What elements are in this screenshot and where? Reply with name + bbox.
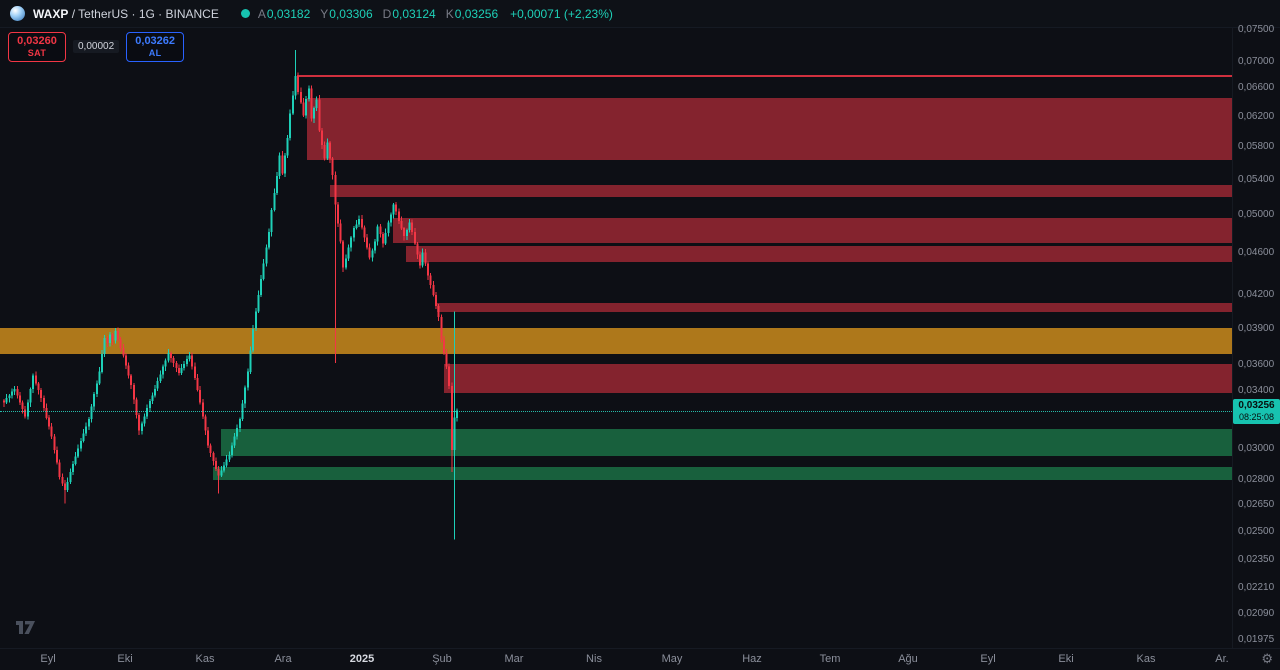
time-axis-label: Eyl [40,653,56,665]
price-axis-label: 0,02210 [1238,582,1275,594]
price-axis-label: 0,07000 [1238,55,1275,67]
ohlc-values: A 0,03182 Y 0,03306 D 0,03124 K 0,03256 +0,0… [258,7,613,21]
app-logo-icon[interactable] [10,6,25,21]
supply-zone[interactable] [393,217,1232,243]
tradingview-logo-icon[interactable] [14,618,40,636]
time-axis-label: Ar. [1215,653,1229,665]
price-axis-label: 0,05400 [1238,174,1275,186]
price-change: +0,00071 (+2,23%) [510,6,613,21]
chart-area[interactable]: 0,03260 SAT 0,00002 0,03262 AL [0,28,1232,648]
demand-zone[interactable] [213,467,1232,481]
time-axis-label: Nis [586,653,602,665]
price-axis-label: 0,03000 [1238,442,1275,454]
ohlc-low: D 0,03124 [382,6,436,21]
price-axis-label: 0,02090 [1238,607,1275,619]
settings-icon[interactable]: ⚙ [1261,651,1273,666]
time-axis-label: Ara [274,653,292,665]
buy-button[interactable]: 0,03262 AL [126,32,185,62]
supply-zone[interactable] [330,185,1232,198]
bar-countdown: 08:25:08 [1238,411,1275,422]
ohlc-close: K 0,03256 [445,6,499,21]
time-axis-label: Eki [1058,653,1074,665]
price-axis-label: 0,04200 [1238,288,1275,300]
ohlc-open: A 0,03182 [257,6,311,21]
symbol-name: WAXP [33,6,69,21]
price-axis[interactable]: 0,03256 08:25:08 0,07500 0,07000 0,06600 0,… [1232,24,1280,648]
price-axis-label: 0,03400 [1238,385,1275,397]
price-axis-label: 0,06200 [1238,110,1275,122]
price-axis-label: 0,07500 [1238,24,1275,35]
trade-panel: 0,03260 SAT 0,00002 0,03262 AL [8,32,185,62]
supply-zone[interactable] [437,302,1232,312]
last-price-value: 0,03256 [1238,400,1275,412]
time-axis-label: Kas [1136,653,1156,665]
price-axis-label: 0,03600 [1238,359,1275,371]
last-price-badge: 0,03256 08:25:08 [1233,399,1280,425]
time-axis[interactable]: ⚙ Eyl Eki Kas Ara 2025 Şub Mar Nis May Haz Tem Ağu E… [0,648,1280,670]
price-axis-label: 0,04600 [1238,247,1275,259]
supply-zone[interactable] [307,98,1232,161]
time-axis-label: 2025 [349,653,375,665]
spread-value: 0,00002 [73,40,120,54]
price-axis-label: 0,06600 [1238,82,1275,94]
time-axis-label: Kas [195,653,215,665]
chart-header: WAXP / TetherUS · 1G · BINANCE A 0,03182 … [0,0,1280,28]
time-axis-label: Mar [504,653,524,665]
demand-zone[interactable] [221,429,1232,457]
zones-layer [0,28,1232,648]
time-axis-label: May [661,653,683,665]
symbol-title[interactable]: WAXP / TetherUS · 1G · BINANCE [33,7,219,21]
golden-zone[interactable] [0,327,1232,355]
supply-zone[interactable] [444,364,1232,393]
price-axis-label: 0,02650 [1238,499,1275,511]
price-axis-label: 0,05000 [1238,209,1275,221]
time-axis-label: Şub [432,653,452,665]
supply-zone[interactable] [406,246,1232,263]
time-axis-label: Eyl [980,653,996,665]
resistance-line[interactable] [297,74,1232,77]
price-axis-label: 0,02350 [1238,554,1275,566]
price-axis-label: 0,02800 [1238,474,1275,486]
series-marker-icon[interactable] [240,9,250,18]
time-axis-label: Haz [742,653,762,665]
current-price-line [0,411,1232,413]
time-axis-label: Ağu [898,653,918,665]
price-axis-label: 0,02500 [1238,525,1275,537]
sell-button[interactable]: 0,03260 SAT [8,32,66,62]
symbol-details: / TetherUS · 1G · BINANCE [71,6,219,21]
price-axis-label: 0,05800 [1238,141,1275,153]
candles-svg[interactable] [0,28,1232,648]
ohlc-high: Y 0,03306 [320,6,373,21]
price-axis-label: 0,01975 [1238,633,1275,645]
time-axis-label: Tem [819,653,841,665]
time-axis-label: Eki [117,653,133,665]
price-axis-label: 0,03900 [1238,322,1275,334]
